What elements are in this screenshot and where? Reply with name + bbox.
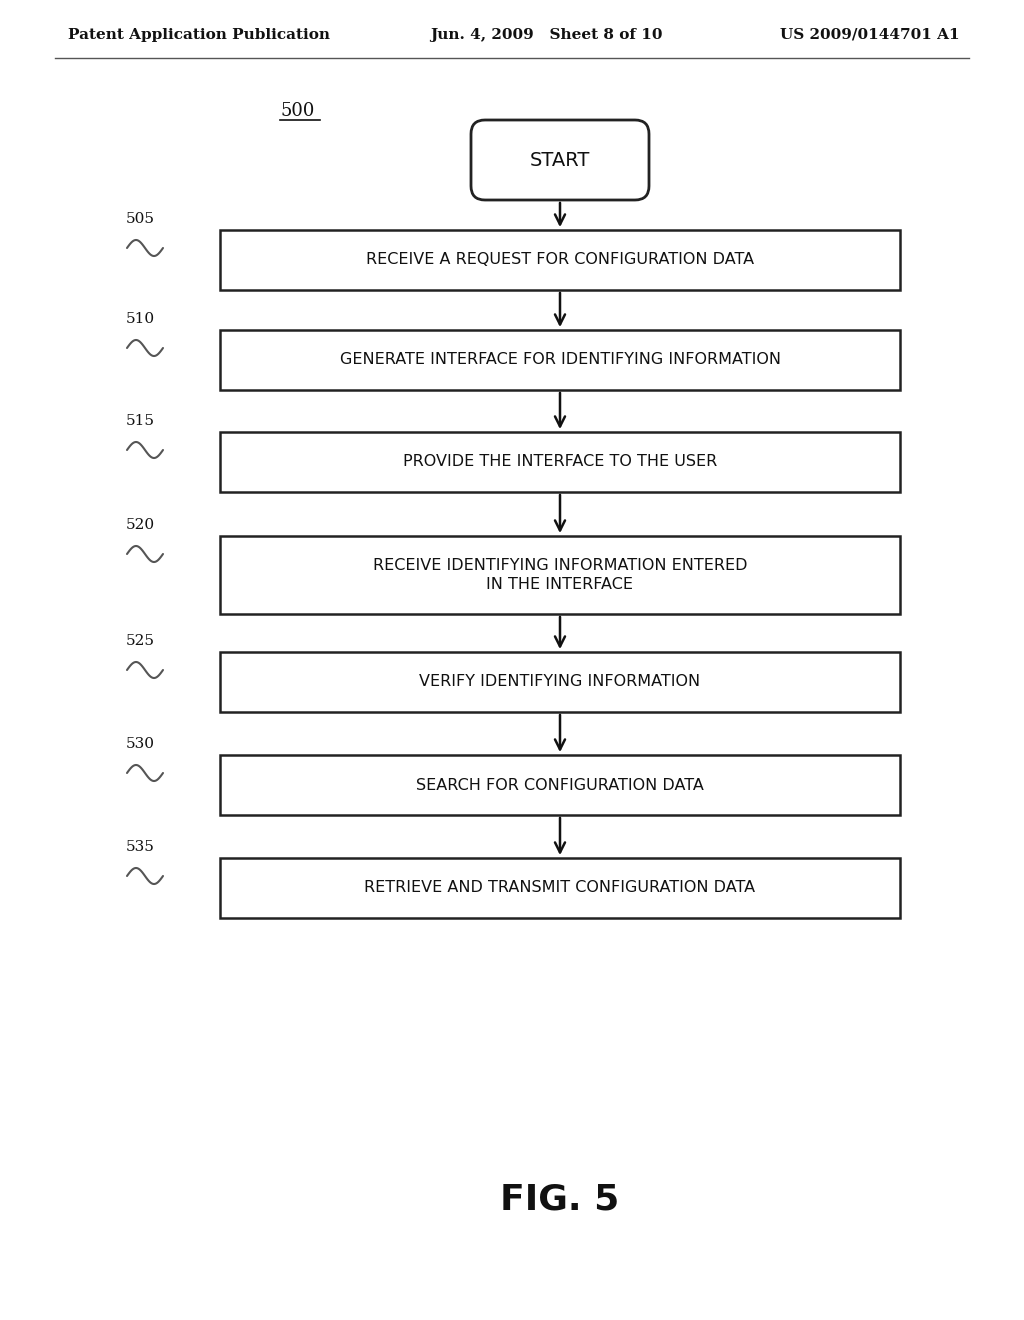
- Text: 520: 520: [126, 517, 155, 532]
- Text: Jun. 4, 2009   Sheet 8 of 10: Jun. 4, 2009 Sheet 8 of 10: [430, 28, 663, 42]
- Text: 510: 510: [126, 312, 155, 326]
- Text: PROVIDE THE INTERFACE TO THE USER: PROVIDE THE INTERFACE TO THE USER: [402, 454, 717, 470]
- Text: VERIFY IDENTIFYING INFORMATION: VERIFY IDENTIFYING INFORMATION: [420, 675, 700, 689]
- Text: RETRIEVE AND TRANSMIT CONFIGURATION DATA: RETRIEVE AND TRANSMIT CONFIGURATION DATA: [365, 880, 756, 895]
- FancyBboxPatch shape: [471, 120, 649, 201]
- Text: 505: 505: [126, 213, 155, 226]
- Text: RECEIVE A REQUEST FOR CONFIGURATION DATA: RECEIVE A REQUEST FOR CONFIGURATION DATA: [366, 252, 754, 268]
- FancyBboxPatch shape: [220, 230, 900, 290]
- FancyBboxPatch shape: [220, 652, 900, 711]
- FancyBboxPatch shape: [220, 432, 900, 492]
- Text: 515: 515: [126, 414, 155, 428]
- Text: RECEIVE IDENTIFYING INFORMATION ENTERED
IN THE INTERFACE: RECEIVE IDENTIFYING INFORMATION ENTERED …: [373, 557, 748, 593]
- Text: 525: 525: [126, 634, 155, 648]
- Text: US 2009/0144701 A1: US 2009/0144701 A1: [780, 28, 961, 42]
- FancyBboxPatch shape: [220, 330, 900, 389]
- FancyBboxPatch shape: [220, 536, 900, 614]
- Text: 535: 535: [126, 840, 155, 854]
- Text: FIG. 5: FIG. 5: [501, 1183, 620, 1217]
- Text: SEARCH FOR CONFIGURATION DATA: SEARCH FOR CONFIGURATION DATA: [416, 777, 703, 792]
- Text: 530: 530: [126, 737, 155, 751]
- Text: Patent Application Publication: Patent Application Publication: [68, 28, 330, 42]
- Text: GENERATE INTERFACE FOR IDENTIFYING INFORMATION: GENERATE INTERFACE FOR IDENTIFYING INFOR…: [340, 352, 780, 367]
- Text: 500: 500: [280, 102, 314, 120]
- FancyBboxPatch shape: [220, 755, 900, 814]
- FancyBboxPatch shape: [220, 858, 900, 917]
- Text: START: START: [529, 150, 590, 169]
